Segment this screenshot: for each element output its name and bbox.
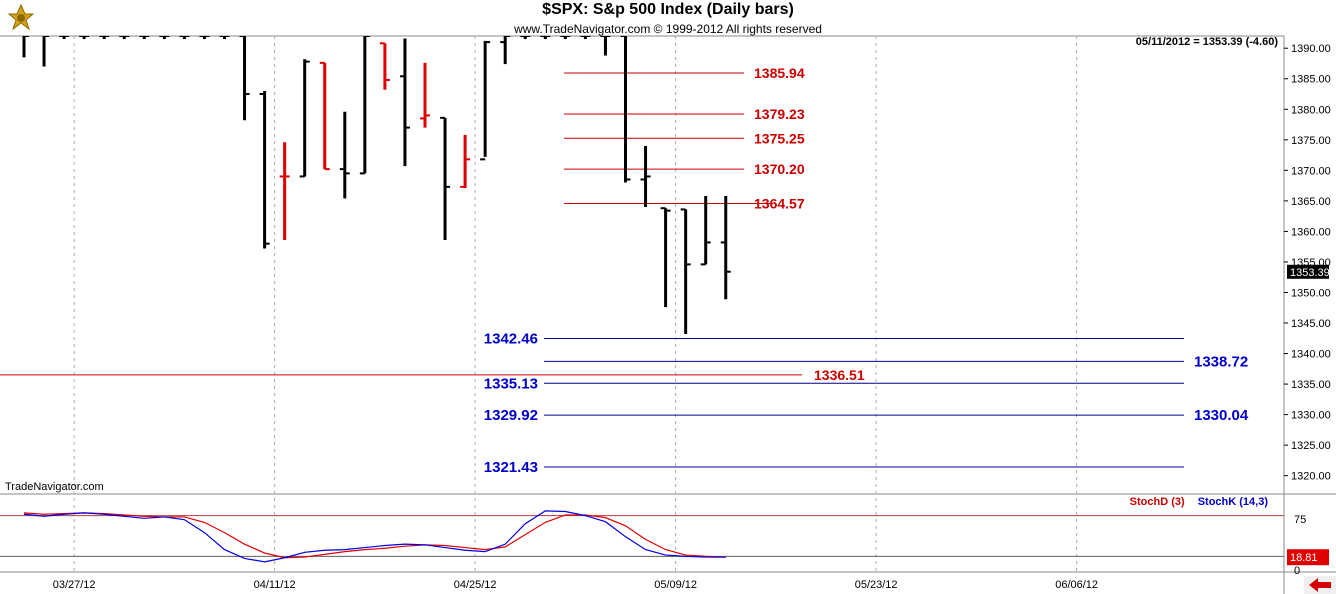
stoch-y-tick-label: 75	[1294, 514, 1306, 526]
copyright-text: www.TradeNavigator.com © 1999-2012 All r…	[514, 22, 822, 36]
ohlc-bar	[239, 36, 250, 121]
ohlc-bar	[99, 36, 110, 40]
current-price-label: 1353.39	[1290, 267, 1330, 279]
trade-navigator-logo	[7, 3, 35, 31]
y-tick-label: 1390.00	[1291, 43, 1331, 55]
stoch-value-label: 18.81	[1290, 552, 1318, 564]
ohlc-bar	[660, 207, 671, 308]
x-tick-label: 06/06/12	[1055, 579, 1098, 591]
ohlc-bar	[720, 195, 731, 300]
stoch-y-tick-label: 0	[1294, 565, 1300, 577]
x-tick-label: 05/23/12	[855, 579, 898, 591]
red-level-label: 1336.51	[814, 367, 865, 383]
blue-level-label: 1329.92	[484, 407, 538, 424]
ohlc-bar	[339, 111, 350, 199]
y-tick-label: 1380.00	[1291, 104, 1331, 116]
x-tick-label: 03/27/12	[53, 579, 96, 591]
y-tick-label: 1345.00	[1291, 318, 1331, 330]
ohlc-bar	[359, 36, 370, 175]
ohlc-bar	[22, 36, 29, 58]
y-tick-label: 1340.00	[1291, 349, 1331, 361]
ohlc-bar	[259, 90, 270, 249]
ohlc-bar	[279, 142, 290, 240]
ohlc-bar	[179, 36, 190, 40]
blue-level-label: 1335.13	[484, 375, 538, 392]
watermark-text: TradeNavigator.com	[5, 481, 104, 493]
ohlc-bar	[700, 195, 711, 266]
ohlc-bar	[480, 40, 491, 161]
x-tick-label: 04/11/12	[254, 579, 296, 591]
ohlc-bar	[680, 208, 691, 335]
ohlc-bar	[560, 36, 571, 40]
y-tick-label: 1360.00	[1291, 226, 1331, 238]
legend-stoch-d: StochD (3)	[1129, 496, 1185, 508]
ohlc-bar	[119, 36, 130, 40]
ohlc-bar	[620, 36, 631, 183]
red-level-label: 1375.25	[754, 130, 805, 146]
ohlc-bar	[319, 61, 330, 171]
red-level-label: 1379.23	[754, 106, 805, 122]
y-tick-label: 1325.00	[1291, 440, 1331, 452]
blue-level-label: 1321.43	[484, 459, 538, 476]
ohlc-bar	[540, 36, 551, 40]
ohlc-bar	[79, 36, 90, 40]
y-tick-label: 1320.00	[1291, 471, 1331, 483]
ohlc-bar	[219, 36, 230, 40]
ohlc-bar	[399, 38, 410, 167]
ohlc-bar	[42, 36, 50, 67]
x-tick-label: 05/09/12	[654, 579, 697, 591]
ohlc-bar	[299, 59, 310, 178]
stoch-value-flag	[1287, 549, 1329, 566]
y-tick-label: 1350.00	[1291, 287, 1331, 299]
scroll-left-arrow-icon[interactable]	[1304, 576, 1336, 594]
blue-level-label: 1342.46	[484, 331, 538, 348]
ohlc-bar	[580, 36, 591, 40]
current-price-flag	[1287, 264, 1329, 279]
ohlc-bar	[159, 36, 170, 40]
x-tick-label: 04/25/12	[454, 579, 497, 591]
red-level-label: 1385.94	[754, 65, 805, 81]
ohlc-bars	[22, 36, 731, 335]
ohlc-bar	[420, 62, 430, 128]
y-tick-label: 1375.00	[1291, 135, 1331, 147]
ohlc-bar	[379, 42, 390, 90]
last-quote-label: 05/11/2012 = 1353.39 (-4.60)	[1135, 36, 1278, 48]
ohlc-bar	[440, 116, 451, 240]
y-tick-label: 1365.00	[1291, 196, 1331, 208]
blue-level-label: 1338.72	[1194, 353, 1248, 370]
stoch-series-k	[23, 510, 726, 563]
y-tick-label: 1385.00	[1291, 74, 1331, 86]
ohlc-bar	[139, 36, 150, 40]
red-level-label: 1364.57	[754, 196, 805, 212]
ohlc-bar	[199, 36, 210, 40]
red-level-label: 1370.20	[754, 161, 805, 177]
ohlc-bar	[520, 36, 531, 40]
indicator-legend: StochD (3) StochK (14,3)	[1130, 496, 1268, 508]
ohlc-bar	[500, 36, 511, 65]
chart-title: $SPX: S&p 500 Index (Daily bars)	[542, 1, 794, 18]
y-tick-label: 1330.00	[1291, 410, 1331, 422]
ohlc-bar	[460, 134, 471, 189]
blue-level-label: 1330.04	[1194, 407, 1249, 424]
ohlc-bar	[640, 145, 651, 207]
y-tick-label: 1370.00	[1291, 165, 1331, 177]
legend-stoch-k: StochK (14,3)	[1197, 496, 1268, 508]
ohlc-bar	[59, 36, 70, 40]
ohlc-bar	[600, 36, 611, 56]
stoch-series-d	[23, 512, 726, 559]
y-tick-label: 1335.00	[1291, 379, 1331, 391]
